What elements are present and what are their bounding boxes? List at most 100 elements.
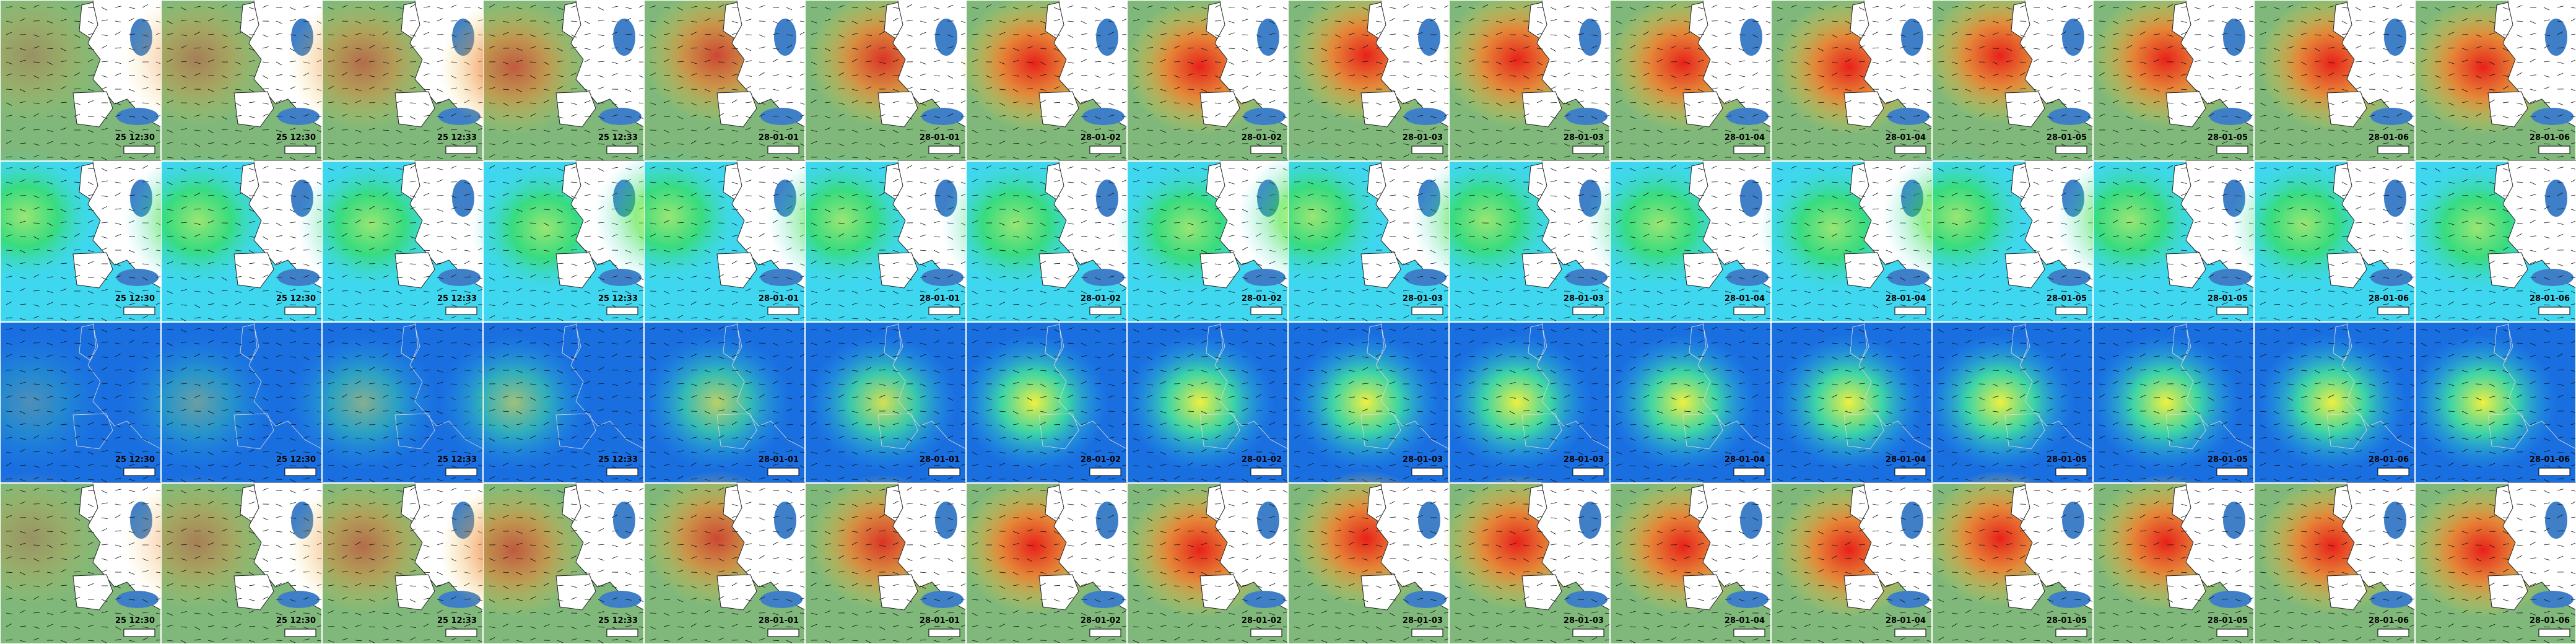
tile-border (483, 0, 644, 161)
sea (2531, 108, 2574, 125)
legend-box (284, 307, 316, 315)
map-tile: 28-01-01 (805, 321, 968, 483)
land (2172, 485, 2191, 522)
time-label: 28-01-05 (2047, 455, 2087, 464)
weather-field (809, 334, 957, 471)
sea (1740, 502, 1762, 539)
sea (277, 108, 320, 125)
time-label: 25 12:33 (598, 616, 638, 625)
sea (2384, 180, 2406, 217)
time-label: 28-01-05 (2047, 294, 2087, 303)
map-tile: 25 12:33 (289, 321, 485, 483)
land (2004, 574, 2045, 611)
map-tile: 25 12:33 (297, 156, 485, 322)
sea (599, 591, 642, 608)
sea (438, 269, 481, 286)
land (1528, 2, 1547, 39)
sea (1565, 591, 1608, 608)
legend-box (1894, 307, 1926, 315)
map-tile: 28-01-05 (2056, 152, 2256, 322)
land (233, 252, 274, 289)
sea (774, 19, 796, 56)
sea (1901, 502, 1923, 539)
sea (2209, 591, 2252, 608)
time-label: 25 12:33 (437, 294, 477, 303)
time-label: 28-01-02 (1242, 294, 1282, 303)
map-tile: 28-01-03 (1443, 0, 1612, 161)
time-label: 28-01-06 (2530, 455, 2570, 464)
land (2011, 485, 2030, 522)
time-label: 28-01-06 (2369, 133, 2409, 142)
land (723, 2, 742, 39)
time-label: 28-01-02 (1081, 294, 1121, 303)
time-label: 28-01-06 (2369, 616, 2409, 625)
tile-border (1932, 0, 2093, 161)
sea (1243, 591, 1286, 608)
land (240, 163, 259, 200)
legend-box (1411, 629, 1443, 637)
weather-field (1926, 334, 2074, 471)
legend-box (928, 468, 960, 476)
time-label: 28-01-05 (2047, 616, 2087, 625)
sea (1082, 591, 1125, 608)
legend-box (928, 146, 960, 154)
time-label: 28-01-01 (920, 455, 960, 464)
land (1850, 2, 1869, 39)
map-tile: 28-01-02 (960, 0, 1129, 161)
land (2011, 2, 2030, 39)
legend-box (606, 307, 638, 315)
time-label: 28-01-03 (1564, 294, 1604, 303)
land (2487, 574, 2528, 611)
time-label: 28-01-06 (2530, 616, 2570, 625)
land (2004, 91, 2045, 128)
time-label: 28-01-04 (1886, 294, 1926, 303)
time-label: 28-01-06 (2369, 294, 2409, 303)
tile-border (1127, 0, 1288, 161)
tile-border (644, 0, 805, 161)
time-label: 25 12:33 (598, 133, 638, 142)
map-tile: 28-01-03 (1288, 321, 1451, 483)
sea (1887, 108, 1930, 125)
sea (277, 591, 320, 608)
map-tile: 28-01-06 (2403, 160, 2576, 322)
time-label: 25 12:33 (437, 133, 477, 142)
land (2333, 485, 2352, 522)
sea (2545, 502, 2567, 539)
time-label: 28-01-05 (2047, 133, 2087, 142)
map-tile: 28-01-01 (768, 152, 968, 322)
land (1682, 252, 1723, 289)
legend-box (284, 629, 316, 637)
land (555, 91, 596, 128)
time-label: 25 12:30 (115, 294, 155, 303)
map-tile: 28-01-03 (1412, 152, 1612, 322)
sea (2531, 591, 2574, 608)
weather-field (1443, 334, 1591, 471)
weather-field (2092, 334, 2240, 471)
sea (935, 19, 957, 56)
land (394, 574, 435, 611)
time-label: 28-01-01 (920, 616, 960, 625)
time-label: 28-01-02 (1242, 133, 1282, 142)
map-tile: 28-01-04 (1771, 482, 1934, 644)
tile-border (1610, 0, 1771, 161)
land (1045, 163, 1064, 200)
map-tile: 28-01-05 (2092, 474, 2256, 644)
legend-box (1572, 146, 1604, 154)
time-label: 28-01-06 (2530, 133, 2570, 142)
legend-box (1250, 629, 1282, 637)
legend-box (1411, 146, 1443, 154)
time-label: 25 12:30 (115, 133, 155, 142)
map-tile: 28-01-04 (1585, 156, 1773, 322)
land (1367, 2, 1386, 39)
weather-field (0, 471, 105, 607)
time-label: 28-01-06 (2369, 455, 2409, 464)
weather-field (1775, 334, 1923, 471)
legend-box (2377, 629, 2409, 637)
legend-box (284, 146, 316, 154)
time-label: 25 12:30 (115, 455, 155, 464)
land (1850, 163, 1869, 200)
legend-box (1250, 307, 1282, 315)
land (1528, 163, 1547, 200)
sea (1726, 269, 1769, 286)
land (1689, 163, 1708, 200)
